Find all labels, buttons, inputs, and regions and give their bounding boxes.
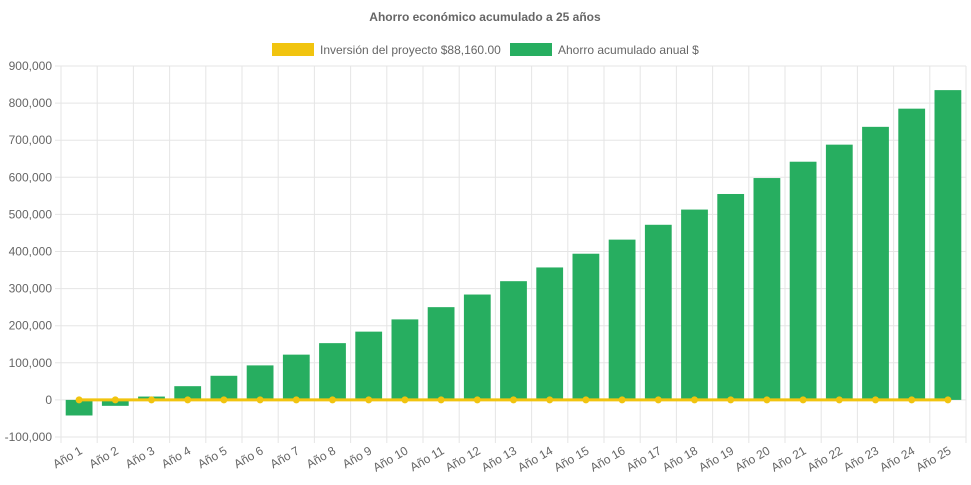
y-tick-label: 900,000	[9, 59, 53, 73]
legend-label-inversion: Inversión del proyecto $88,160.00	[320, 43, 501, 57]
legend-label-ahorro: Ahorro acumulado anual $	[558, 43, 699, 57]
bar[interactable]	[753, 178, 781, 400]
grid	[55, 65, 967, 443]
bar[interactable]	[608, 239, 636, 400]
line-point[interactable]	[691, 396, 698, 404]
bar[interactable]	[572, 253, 600, 400]
x-tick-label: Año 17	[624, 443, 664, 474]
y-tick-label: -100,000	[5, 430, 53, 444]
x-tick-label: Año 4	[159, 443, 193, 471]
bar[interactable]	[355, 331, 383, 400]
line-point[interactable]	[944, 396, 952, 404]
legend-item-ahorro[interactable]: Ahorro acumulado anual $	[510, 43, 699, 57]
x-tick-label: Año 6	[231, 443, 265, 471]
bar[interactable]	[825, 144, 853, 400]
bar[interactable]	[644, 224, 672, 400]
legend-swatch-ahorro	[510, 43, 552, 56]
x-tick-label: Año 15	[551, 443, 591, 474]
y-axis: 900,000 800,000 700,000 600,000 500,000 400,0…	[5, 59, 53, 444]
line-point[interactable]	[401, 396, 409, 404]
x-tick-label: Año 19	[696, 443, 736, 474]
x-tick-label: Año 16	[588, 443, 628, 474]
x-tick-label: Año 20	[732, 443, 772, 474]
bar[interactable]	[862, 126, 889, 400]
bar[interactable]	[934, 90, 962, 400]
bar[interactable]	[898, 108, 926, 400]
x-tick-label: Año 18	[660, 443, 700, 474]
y-tick-label: 0	[45, 393, 52, 407]
bar[interactable]	[463, 294, 491, 400]
line-point[interactable]	[727, 396, 735, 404]
y-tick-label: 600,000	[9, 170, 53, 184]
line-point[interactable]	[872, 396, 879, 404]
x-tick-label: Año 8	[304, 443, 338, 471]
y-tick-label: 100,000	[9, 356, 53, 370]
bar-series	[65, 90, 962, 416]
line-point[interactable]	[763, 396, 771, 404]
x-tick-label: Año 21	[769, 443, 809, 474]
x-tick-label: Año 14	[515, 443, 555, 474]
line-point[interactable]	[148, 396, 155, 404]
x-tick-label: Año 3	[123, 443, 157, 471]
x-tick-label: Año 2	[87, 443, 121, 471]
x-tick-label: Año 5	[195, 443, 229, 471]
x-tick-label: Año 9	[340, 443, 374, 471]
legend: Inversión del proyecto $88,160.00 Ahorro…	[272, 43, 699, 57]
line-point[interactable]	[473, 396, 481, 404]
line-point[interactable]	[220, 396, 228, 404]
line-point[interactable]	[510, 396, 517, 404]
x-axis: Año 1 Año 2 Año 3 Año 4 Año 5 Año 6 Año 7 Año 8…	[50, 443, 953, 474]
line-point[interactable]	[256, 396, 264, 404]
line-point[interactable]	[546, 396, 554, 404]
line-point[interactable]	[75, 396, 83, 404]
x-tick-label: Año 22	[805, 443, 845, 474]
x-tick-label: Año 7	[268, 443, 302, 471]
line-series	[75, 396, 952, 404]
y-tick-label: 500,000	[9, 207, 53, 221]
x-tick-label: Año 12	[443, 443, 483, 474]
bar[interactable]	[427, 307, 455, 400]
line-point[interactable]	[799, 396, 807, 404]
line-point[interactable]	[111, 396, 119, 404]
line-point[interactable]	[437, 396, 445, 404]
bar[interactable]	[210, 375, 238, 400]
line-point[interactable]	[582, 396, 590, 404]
y-tick-label: 400,000	[9, 245, 53, 259]
line-point[interactable]	[292, 396, 300, 404]
x-tick-label: Año 13	[479, 443, 519, 474]
line-point[interactable]	[365, 396, 373, 404]
line-point[interactable]	[184, 396, 192, 404]
x-tick-label: Año 24	[877, 443, 917, 474]
bar[interactable]	[65, 399, 93, 416]
x-tick-label: Año 11	[407, 443, 446, 474]
bar[interactable]	[717, 193, 745, 400]
bar[interactable]	[789, 161, 817, 400]
bar[interactable]	[246, 365, 274, 400]
x-tick-label: Año 10	[370, 443, 410, 474]
bar[interactable]	[174, 386, 202, 400]
line-point[interactable]	[835, 396, 843, 404]
x-tick-label: Año 25	[913, 443, 953, 474]
line-point[interactable]	[329, 396, 336, 404]
y-tick-label: 700,000	[9, 133, 53, 147]
x-tick-label: Año 23	[841, 443, 881, 474]
bar[interactable]	[282, 354, 310, 400]
line-point[interactable]	[618, 396, 626, 404]
y-tick-label: 800,000	[9, 96, 53, 110]
bar[interactable]	[500, 281, 527, 400]
chart-title: Ahorro económico acumulado a 25 años	[369, 10, 601, 24]
legend-swatch-inversion	[272, 43, 314, 56]
bar[interactable]	[681, 209, 708, 400]
legend-item-inversion[interactable]: Inversión del proyecto $88,160.00	[272, 43, 501, 57]
bar[interactable]	[536, 267, 564, 400]
y-tick-label: 200,000	[9, 319, 53, 333]
y-tick-label: 300,000	[9, 282, 53, 296]
x-tick-label: Año 1	[50, 443, 84, 471]
bar[interactable]	[391, 319, 419, 400]
bar[interactable]	[319, 343, 346, 400]
line-point[interactable]	[654, 396, 662, 404]
line-point[interactable]	[908, 396, 916, 404]
